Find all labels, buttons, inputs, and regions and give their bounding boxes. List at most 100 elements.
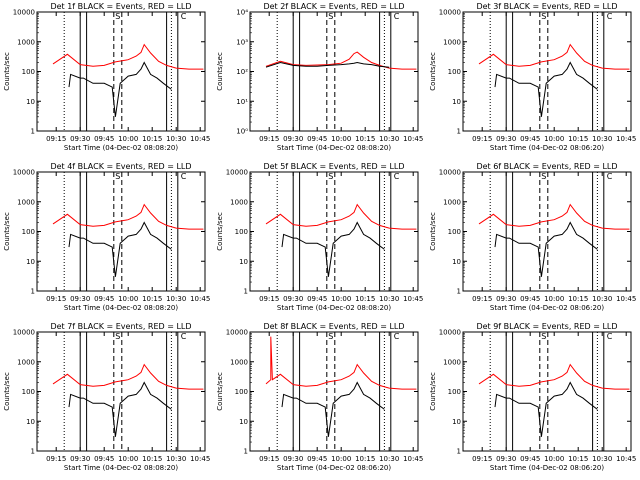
y-tick-label: 10 <box>239 258 248 266</box>
series-line-red <box>52 203 204 230</box>
x-tick-label: 10:15 <box>568 455 588 463</box>
chart-title: Det 5f BLACK = Events, RED = LLD <box>263 162 404 171</box>
y-tick-label: 10 <box>452 418 461 426</box>
x-axis-label: Start Time (04-Dec-02 08:06:20) <box>490 144 604 152</box>
series-line-black <box>68 381 172 437</box>
x-axis-label: Start Time (04-Dec-02 08:08:20) <box>64 144 178 152</box>
x-tick-label: 10:15 <box>355 135 375 143</box>
x-tick-label: 09:45 <box>94 135 114 143</box>
x-tick-label: 09:15 <box>46 295 66 303</box>
x-tick-label: 09:30 <box>496 295 516 303</box>
y-tick-label: 10000 <box>439 9 461 17</box>
marker-label-s: S <box>115 12 120 21</box>
marker-label-s: S <box>541 172 546 181</box>
x-tick-label: 09:45 <box>307 135 327 143</box>
series-line-black <box>494 61 598 117</box>
x-axis-label: Start Time (04-Dec-02 08:08:20) <box>277 144 391 152</box>
y-tick-label: 100 <box>22 228 35 236</box>
y-axis-label: Counts/sec <box>216 212 224 251</box>
x-tick-label: 09:45 <box>520 295 540 303</box>
series-line-red <box>265 336 417 390</box>
marker-label-c: C <box>394 172 400 181</box>
x-tick-label: 10:45 <box>190 135 210 143</box>
plot-frame <box>462 171 632 292</box>
x-tick-label: 09:30 <box>70 455 90 463</box>
y-tick-label: 10 <box>452 98 461 106</box>
x-tick-label: 10:00 <box>118 455 138 463</box>
x-axis-label: Start Time (04-Dec-02 08:06:20) <box>490 464 604 472</box>
y-tick-label: 10 <box>452 258 461 266</box>
x-tick-label: 09:30 <box>70 135 90 143</box>
y-tick-label: 1 <box>31 448 35 456</box>
plot-frame <box>249 331 419 452</box>
chart-title: Det 1f BLACK = Events, RED = LLD <box>50 2 191 11</box>
series-line-red <box>52 363 204 390</box>
series-line-red <box>52 43 204 70</box>
marker-label-c: C <box>607 332 613 341</box>
x-tick-label: 09:15 <box>472 455 492 463</box>
y-tick-label: 1 <box>457 128 461 136</box>
marker-label-c: C <box>181 172 187 181</box>
series-line-black <box>281 221 385 277</box>
marker-label-s: S <box>541 332 546 341</box>
y-tick-label: 1 <box>31 288 35 296</box>
x-tick-label: 10:00 <box>331 295 351 303</box>
x-tick-label: 09:30 <box>496 135 516 143</box>
x-axis-label: Start Time (04-Dec-02 08:08:20) <box>64 304 178 312</box>
series-line-red <box>478 363 630 390</box>
x-tick-label: 10:45 <box>616 455 636 463</box>
series-line-red <box>478 43 630 70</box>
series-line-red <box>265 51 417 70</box>
y-tick-label: 10² <box>236 68 248 76</box>
y-tick-label: 100 <box>448 228 461 236</box>
plot-frame <box>36 331 206 452</box>
series-line-black <box>494 381 598 437</box>
x-tick-label: 10:15 <box>355 295 375 303</box>
detector-chart: Det 2f BLACK = Events, RED = LLD 10⁰ 10¹ 10… <box>216 2 423 152</box>
y-tick-label: 100 <box>235 228 248 236</box>
marker-label-c: C <box>181 332 187 341</box>
x-tick-label: 09:15 <box>46 455 66 463</box>
detector-chart: Det 7f BLACK = Events, RED = LLD 1 10 100 10… <box>3 322 210 472</box>
x-tick-label: 10:45 <box>190 455 210 463</box>
x-tick-label: 09:15 <box>259 455 279 463</box>
y-tick-label: 10¹ <box>236 98 248 106</box>
x-tick-label: 10:30 <box>592 135 612 143</box>
x-tick-label: 10:00 <box>544 455 564 463</box>
y-tick-label: 1000 <box>443 198 461 206</box>
y-axis-label: Counts/sec <box>429 372 437 411</box>
y-tick-label: 10⁴ <box>236 9 248 17</box>
x-tick-label: 10:30 <box>379 455 399 463</box>
x-tick-label: 10:30 <box>379 135 399 143</box>
plot-frame <box>249 11 419 132</box>
y-tick-label: 100 <box>22 68 35 76</box>
y-tick-label: 100 <box>448 388 461 396</box>
y-tick-label: 10 <box>239 418 248 426</box>
y-axis-label: Counts/sec <box>3 52 11 91</box>
marker-label-s: S <box>328 172 333 181</box>
detector-chart: Det 8f BLACK = Events, RED = LLD 1 10 100 10… <box>216 322 423 472</box>
y-tick-label: 10 <box>26 258 35 266</box>
x-tick-label: 10:00 <box>331 135 351 143</box>
y-tick-label: 10000 <box>13 169 35 177</box>
x-tick-label: 10:30 <box>592 455 612 463</box>
y-tick-label: 1000 <box>230 198 248 206</box>
x-tick-label: 10:45 <box>190 295 210 303</box>
x-tick-label: 09:45 <box>307 455 327 463</box>
y-tick-label: 100 <box>448 68 461 76</box>
marker-label-c: C <box>181 12 187 21</box>
marker-label-c: C <box>607 12 613 21</box>
x-tick-label: 10:45 <box>616 135 636 143</box>
y-tick-label: 10000 <box>226 329 248 337</box>
y-tick-label: 1000 <box>443 38 461 46</box>
x-axis-label: Start Time (04-Dec-02 08:06:20) <box>490 304 604 312</box>
plot-frame <box>462 331 632 452</box>
detector-chart: Det 5f BLACK = Events, RED = LLD 1 10 100 10… <box>216 162 423 312</box>
y-tick-label: 10000 <box>13 329 35 337</box>
y-tick-label: 10³ <box>236 38 248 46</box>
chart-title: Det 7f BLACK = Events, RED = LLD <box>50 322 191 331</box>
x-tick-label: 09:15 <box>259 135 279 143</box>
chart-title: Det 6f BLACK = Events, RED = LLD <box>476 162 617 171</box>
chart-title: Det 2f BLACK = Events, RED = LLD <box>263 2 404 11</box>
